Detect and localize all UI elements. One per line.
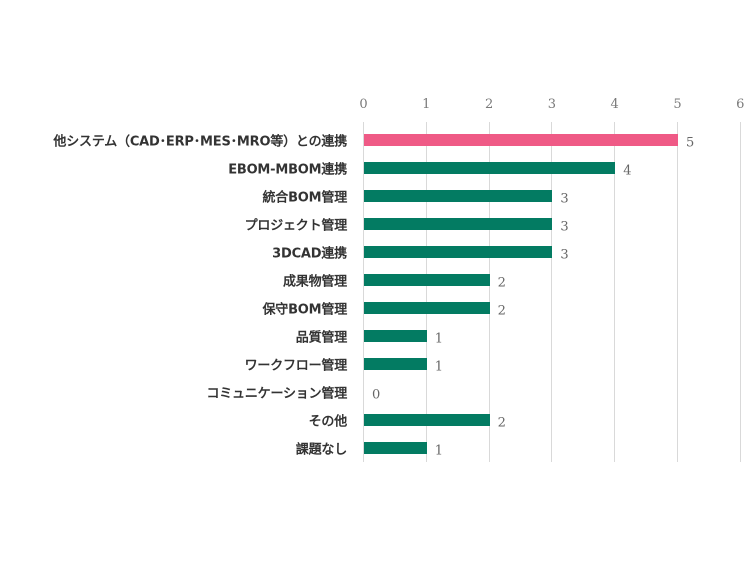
data-label: 2: [497, 274, 506, 290]
bar: [364, 217, 553, 230]
data-label: 1: [434, 330, 444, 346]
x-axis-tick-label: 3: [547, 97, 557, 112]
x-axis-tick-label: 5: [673, 97, 682, 112]
data-label: 2: [497, 302, 506, 318]
bar: [364, 133, 678, 146]
data-label: 1: [434, 358, 444, 374]
gridline: [677, 122, 678, 462]
x-axis-tick-label: 1: [422, 97, 431, 112]
gridline: [739, 122, 741, 462]
category-label: 統合BOM管理: [262, 190, 348, 205]
data-label: 0: [372, 386, 381, 402]
category-label: プロジェクト管理: [244, 218, 348, 233]
gridline: [551, 122, 553, 462]
category-label: 成果物管理: [282, 274, 347, 289]
x-axis-tick-label: 4: [610, 97, 619, 112]
category-label: 他システム（CAD･ERP･MES･MRO等）との連携: [53, 134, 347, 149]
bar: [364, 357, 427, 370]
bar: [364, 413, 490, 426]
gridline: [614, 122, 616, 462]
category-label: ワークフロー管理: [244, 358, 348, 373]
category-label: EBOM-MBOM連携: [228, 162, 347, 177]
x-axis-tick-label: 2: [484, 97, 494, 112]
data-label: 4: [623, 162, 632, 178]
bar: [364, 441, 427, 454]
bar: [364, 329, 427, 342]
category-label: 保守BOM管理: [262, 302, 348, 317]
bar: [364, 273, 490, 286]
category-label: 3DCAD連携: [272, 246, 347, 261]
bar: [364, 161, 616, 174]
bar: [364, 245, 553, 258]
data-label: 3: [560, 218, 569, 234]
x-axis-tick-label: 6: [736, 97, 745, 112]
gridline: [488, 122, 490, 462]
bar: [364, 301, 490, 314]
gridline: [363, 122, 364, 462]
bar: [364, 189, 553, 202]
data-label: 2: [497, 414, 506, 430]
gridline: [425, 122, 427, 462]
data-label: 3: [560, 246, 569, 262]
data-label: 5: [686, 134, 695, 150]
category-label: 品質管理: [295, 330, 347, 345]
category-label: 課題なし: [295, 442, 347, 457]
data-label: 1: [434, 442, 444, 458]
category-label: その他: [308, 414, 348, 429]
x-axis-tick-label: 0: [359, 97, 368, 112]
category-label: コミュニケーション管理: [206, 386, 347, 401]
data-label: 3: [560, 190, 569, 206]
